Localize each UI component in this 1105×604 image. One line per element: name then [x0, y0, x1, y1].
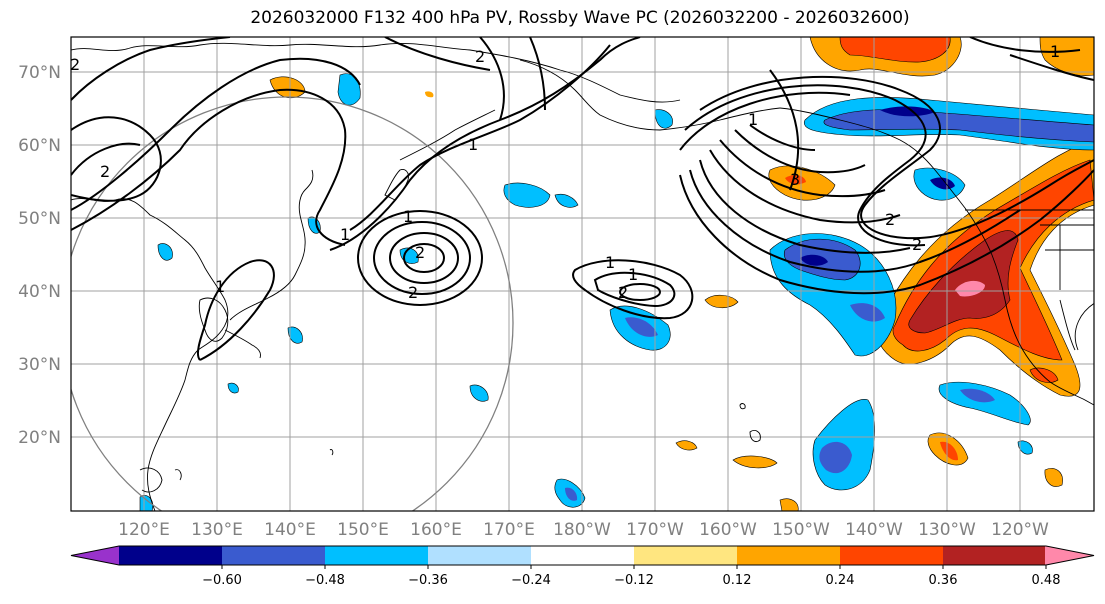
lon-label: 120°W: [991, 520, 1049, 540]
lat-labels: 70°N 60°N 50°N 40°N 30°N 20°N: [18, 63, 61, 448]
positive-anomaly-na-peak: [955, 280, 985, 297]
contour-label: 2: [912, 235, 922, 254]
colorbar-tick-label: 0.24: [826, 573, 855, 588]
lon-label: 150°W: [772, 520, 830, 540]
pv-contours: [71, 37, 1094, 361]
colorbar-tick-label: 0.36: [929, 573, 958, 588]
lon-label: 150°E: [337, 520, 389, 540]
contour-label: 1: [748, 110, 758, 129]
colorbar: −0.60 −0.48 −0.36 −0.24 −0.12 0.12 0.24 0.36 0.4…: [70, 545, 1095, 588]
colorbar-segment: [222, 546, 326, 565]
lon-labels: 120°E 130°E 140°E 150°E 160°E 170°E 180°…: [118, 520, 1049, 540]
lat-label-20: 20°N: [18, 428, 61, 448]
colorbar-tick-label: 0.48: [1032, 573, 1061, 588]
colorbar-segment: [634, 546, 738, 565]
colorbar-tick-label: −0.60: [202, 573, 242, 588]
colorbar-tick-label: −0.48: [305, 573, 345, 588]
contour-labels: 2 2 2 1 1 1 2 1 2 1 1 2 3 1 2 2 1: [70, 42, 1060, 302]
contour-label: 1: [628, 265, 638, 284]
colorbar-segment: [325, 546, 429, 565]
lat-label-40: 40°N: [18, 282, 61, 302]
map-title: 2026032000 F132 400 hPa PV, Rossby Wave …: [250, 8, 910, 28]
contour-label: 3: [790, 170, 800, 189]
lon-label: 140°E: [264, 520, 316, 540]
lat-label-50: 50°N: [18, 209, 61, 229]
colorbar-segment: [531, 546, 635, 565]
colorbar-outline: [70, 545, 1095, 566]
contour-label: 2: [415, 243, 425, 262]
lon-label: 180°W: [553, 520, 611, 540]
lat-label-30: 30°N: [18, 355, 61, 375]
colorbar-segment: [943, 546, 1047, 565]
contour-label: 2: [475, 47, 485, 66]
colorbar-segment: [428, 546, 532, 565]
lat-label-70: 70°N: [18, 63, 61, 83]
reference-circle: [71, 96, 514, 511]
lon-label: 170°E: [483, 520, 535, 540]
colorbar-extend-low: [71, 546, 120, 565]
colorbar-segment: [119, 546, 223, 565]
lon-label: 130°E: [191, 520, 243, 540]
contour-label: 1: [1050, 42, 1060, 61]
colorbar-tick-label: 0.12: [723, 573, 752, 588]
contour-label: 1: [340, 225, 350, 244]
contour-label: 2: [618, 283, 628, 302]
contour-label: 1: [403, 207, 413, 226]
positive-anomaly-na-core: [908, 230, 1019, 334]
contour-label: 2: [70, 55, 80, 74]
colorbar-tick-label: −0.24: [511, 573, 551, 588]
pv-low-west: [357, 210, 483, 306]
contour-label: 1: [468, 135, 478, 154]
lat-label-60: 60°N: [18, 136, 61, 156]
lon-label: 160°E: [410, 520, 462, 540]
colorbar-tick-label: −0.36: [408, 573, 448, 588]
lon-label: 130°W: [918, 520, 976, 540]
lon-label: 120°E: [118, 520, 170, 540]
colorbar-extend-high: [1045, 546, 1094, 565]
contour-label: 1: [605, 253, 615, 272]
lon-label: 170°W: [626, 520, 684, 540]
map-panel: 2 2 2 1 1 1 2 1 2 1 1 2 3 1 2 2 1: [70, 37, 1094, 511]
contour-label: 2: [100, 162, 110, 181]
contour-label: 1: [215, 277, 225, 296]
colorbar-segment: [840, 546, 944, 565]
lon-label: 160°W: [699, 520, 757, 540]
gridlines: [71, 37, 1094, 511]
contour-label: 2: [408, 283, 418, 302]
colorbar-segment: [737, 546, 841, 565]
map-frame: [70, 36, 1095, 512]
contour-label: 2: [885, 210, 895, 229]
colorbar-tick-label: −0.12: [614, 573, 654, 588]
lon-label: 140°W: [845, 520, 903, 540]
